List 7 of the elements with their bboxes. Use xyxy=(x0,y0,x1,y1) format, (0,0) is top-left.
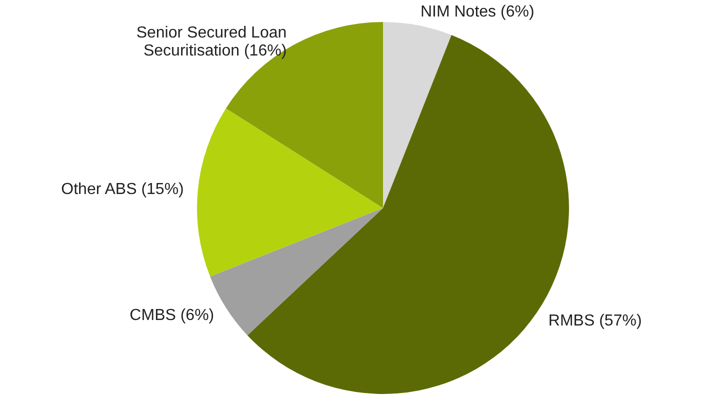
slice-label: Senior Secured Loan Securitisation (16%) xyxy=(136,24,287,60)
pie-slice xyxy=(197,108,383,276)
slice-label: Other ABS (15%) xyxy=(61,181,184,198)
pie-slice xyxy=(383,22,452,208)
slice-label: RMBS (57%) xyxy=(548,312,642,330)
slice-label: CMBS (6%) xyxy=(130,307,214,324)
slice-label: NIM Notes (6%) xyxy=(420,4,534,21)
